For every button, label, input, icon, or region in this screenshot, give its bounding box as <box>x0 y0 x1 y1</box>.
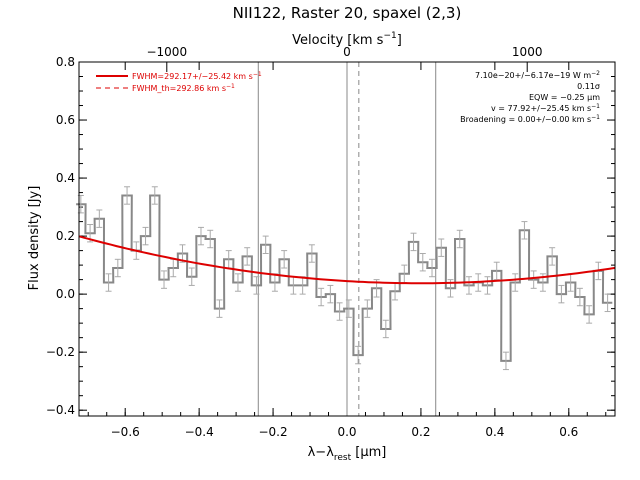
y-tick-label: −0.4 <box>46 403 75 417</box>
top-axis-label: Velocity [km s−1] <box>292 31 402 48</box>
x-tick-label: −0.4 <box>185 425 214 439</box>
top-tick-label: 0 <box>343 45 351 59</box>
data-step-line <box>76 194 613 362</box>
annotation-sigma: 0.11σ <box>577 82 600 91</box>
y-tick-label: 0.6 <box>56 113 75 127</box>
y-tick-label: 0.2 <box>56 229 75 243</box>
plot-frame <box>78 61 616 417</box>
x-tick-label: 0.6 <box>559 425 578 439</box>
y-axis-label: Flux density [Jy] <box>27 186 42 291</box>
legend-label-fwhm-th: FWHM_th=292.86 km s−1 <box>132 83 235 93</box>
x-tick-label: 0.4 <box>485 425 504 439</box>
annotation-velocity: v = 77.92+/−25.45 km s−1 <box>491 103 600 113</box>
plot-area: −0.6 −0.4 −0.2 0.0 0.2 0.4 0.6 −0.4 −0.2 0.0 0.2 0.… <box>46 45 616 439</box>
legend: FWHM=292.17+/−25.42 km s−1 FWHM_th=292.8… <box>96 71 262 93</box>
x-tick-label: 0.0 <box>337 425 356 439</box>
x-tick-label: −0.6 <box>111 425 140 439</box>
annotation-block: 7.10e−20+/−6.17e−19 W m−2 0.11σ EQW = −0… <box>460 70 600 124</box>
annotation-eqw: EQW = −0.25 μm <box>529 93 600 102</box>
x-axis-label: λ−λrest [μm] <box>308 445 387 463</box>
y-tick-label: −0.2 <box>46 345 75 359</box>
y-tick-label: 0.4 <box>56 171 75 185</box>
x-tick-label: 0.2 <box>411 425 430 439</box>
top-tick-label: −1000 <box>146 45 187 59</box>
chart-title: NII122, Raster 20, spaxel (2,3) <box>233 4 462 22</box>
annotation-flux: 7.10e−20+/−6.17e−19 W m−2 <box>475 70 600 80</box>
x-tick-label: −0.2 <box>258 425 287 439</box>
y-tick-label: 0.8 <box>56 55 75 69</box>
legend-label-fwhm: FWHM=292.17+/−25.42 km s−1 <box>132 71 262 81</box>
annotation-broadening: Broadening = 0.00+/−0.00 km s−1 <box>460 114 600 124</box>
y-tick-label: 0.0 <box>56 287 75 301</box>
top-tick-label: 1000 <box>512 45 543 59</box>
fit-curve <box>78 235 616 285</box>
